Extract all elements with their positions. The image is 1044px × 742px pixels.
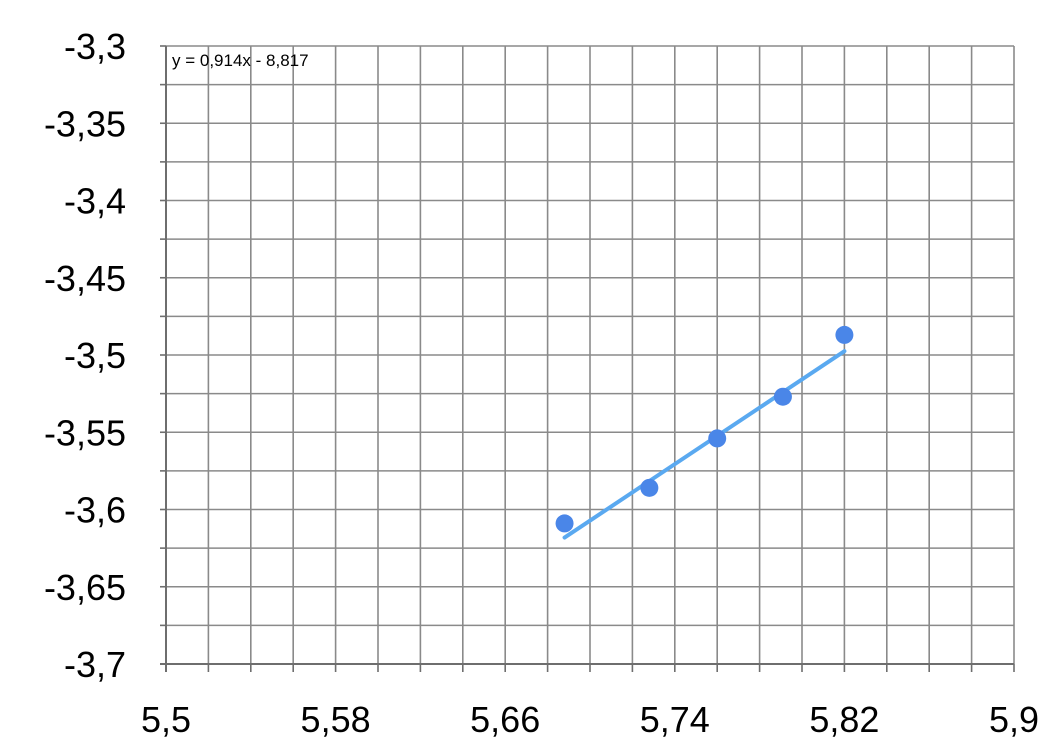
x-tick-labels: 5,5 5,58 5,66 5,74 5,82 5,9	[141, 699, 1039, 740]
y-tick-label: -3,5	[64, 335, 126, 376]
y-tick-label: -3,45	[44, 258, 126, 299]
data-point	[708, 429, 727, 448]
y-tick-label: -3,7	[64, 644, 126, 685]
y-tick-label: -3,35	[44, 103, 126, 144]
x-tick-label: 5,58	[301, 699, 371, 740]
data-point	[835, 325, 854, 344]
axes	[160, 45, 1015, 672]
y-tick-label: -3,65	[44, 567, 126, 608]
data-points	[555, 325, 854, 533]
x-tick-label: 5,82	[809, 699, 879, 740]
data-point	[555, 514, 574, 533]
data-point	[773, 387, 792, 406]
y-tick-labels: -3,3 -3,35 -3,4 -3,45 -3,5 -3,55 -3,6 -3,65 -3,7	[44, 26, 126, 685]
x-tick-label: 5,66	[470, 699, 540, 740]
y-tick-label: -3,4	[64, 181, 126, 222]
trendline-group	[562, 349, 847, 540]
x-tick-label: 5,5	[141, 699, 191, 740]
x-tick-label: 5,9	[989, 699, 1039, 740]
trendline-equation: y = 0,914x - 8,817	[172, 51, 309, 70]
data-point	[640, 478, 659, 497]
grid-lines	[165, 45, 1015, 665]
y-tick-label: -3,6	[64, 490, 126, 531]
x-tick-label: 5,74	[640, 699, 710, 740]
y-tick-label: -3,55	[44, 412, 126, 453]
y-tick-label: -3,3	[64, 26, 126, 67]
trendline	[562, 349, 847, 540]
